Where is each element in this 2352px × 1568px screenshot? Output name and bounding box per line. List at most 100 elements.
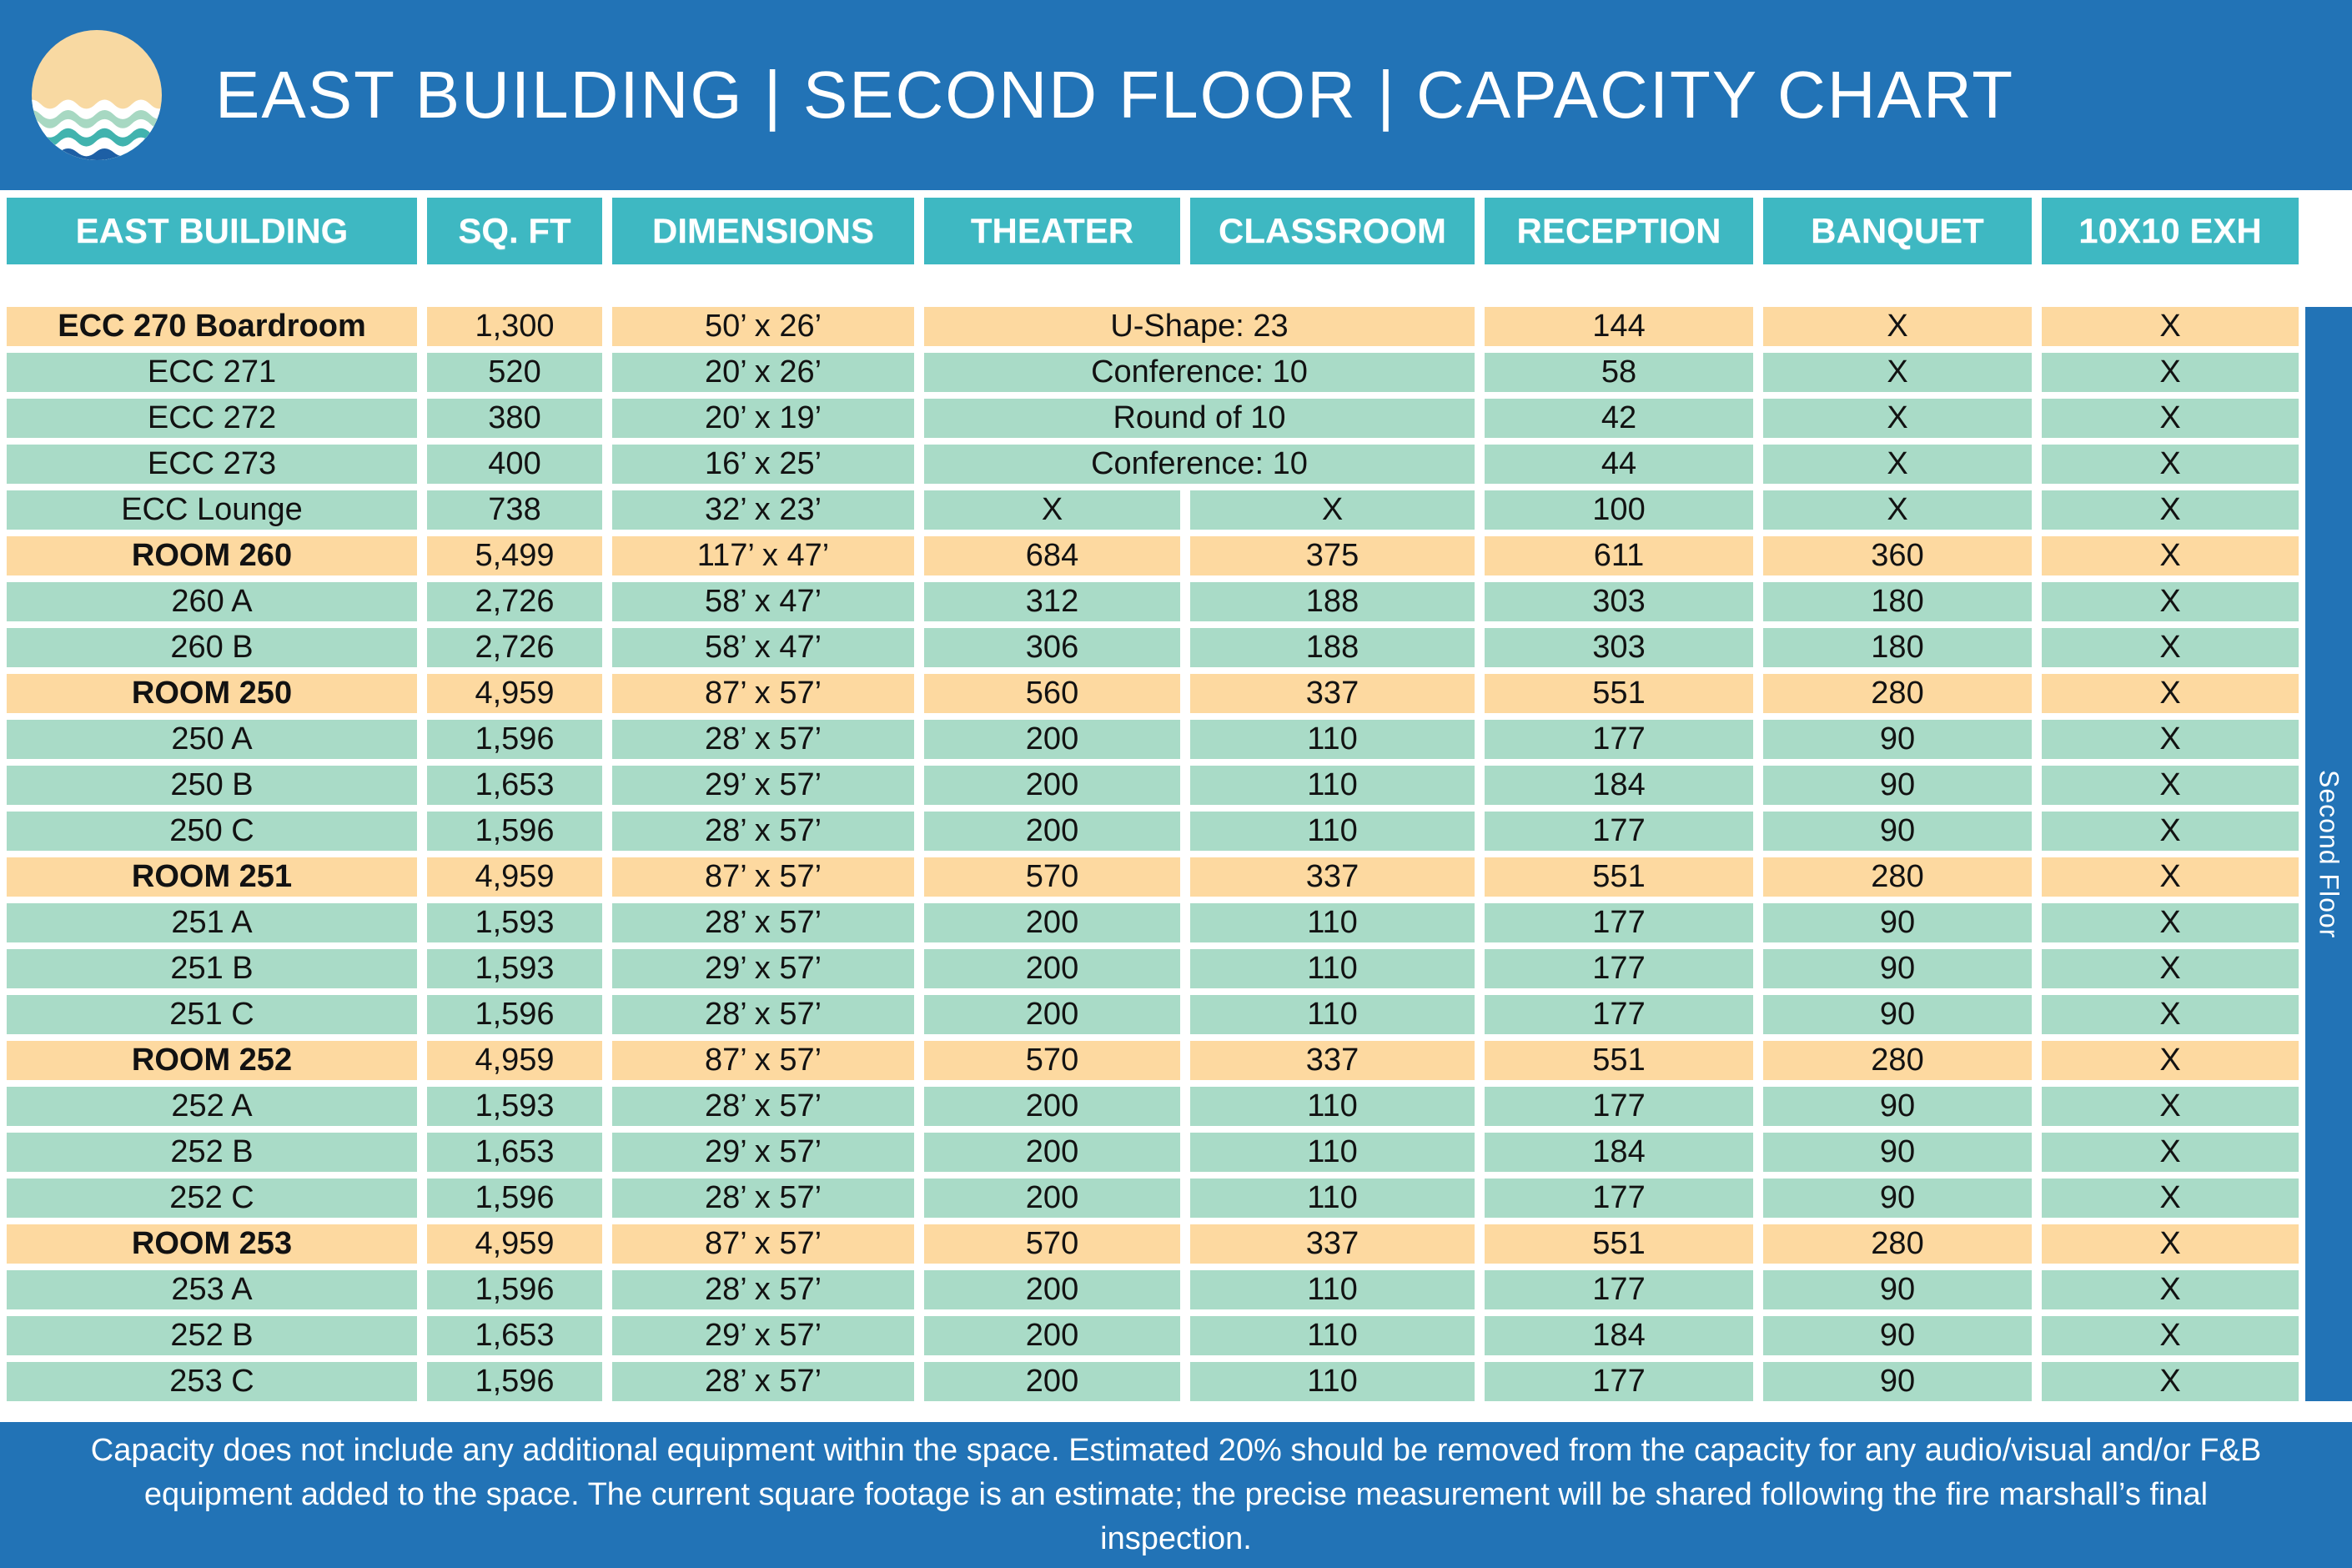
banquet-cell: X: [1763, 445, 2032, 484]
dimensions-cell: 117’ x 47’: [612, 536, 914, 575]
dimensions-cell: 87’ x 57’: [612, 857, 914, 897]
header-bar: EAST BUILDING | SECOND FLOOR | CAPACITY …: [0, 0, 2352, 190]
exhibit-cell: X: [2042, 995, 2299, 1034]
banquet-cell: X: [1763, 490, 2032, 530]
sqft-cell: 5,499: [427, 536, 602, 575]
exhibit-cell: X: [2042, 857, 2299, 897]
classroom-cell: 110: [1190, 949, 1475, 988]
exhibit-cell: X: [2042, 812, 2299, 851]
reception-cell: 303: [1485, 628, 1753, 667]
sqft-cell: 1,593: [427, 949, 602, 988]
exhibit-cell: X: [2042, 674, 2299, 713]
exhibit-cell: X: [2042, 307, 2299, 346]
classroom-cell: 337: [1190, 1224, 1475, 1264]
theater-cell: 570: [924, 1041, 1180, 1080]
exhibit-cell: X: [2042, 1316, 2299, 1355]
theater-cell: 200: [924, 1362, 1180, 1401]
classroom-cell: 110: [1190, 903, 1475, 942]
sqft-cell: 1,596: [427, 1179, 602, 1218]
sqft-cell: 400: [427, 445, 602, 484]
dimensions-cell: 58’ x 47’: [612, 628, 914, 667]
reception-cell: 100: [1485, 490, 1753, 530]
column-header: 10X10 EXH: [2042, 198, 2299, 264]
classroom-cell: X: [1190, 490, 1475, 530]
exhibit-cell: X: [2042, 445, 2299, 484]
reception-cell: 177: [1485, 903, 1753, 942]
banquet-cell: 90: [1763, 995, 2032, 1034]
banquet-cell: X: [1763, 353, 2032, 392]
reception-cell: 177: [1485, 949, 1753, 988]
classroom-cell: 375: [1190, 536, 1475, 575]
theater-cell: 570: [924, 1224, 1180, 1264]
exhibit-cell: X: [2042, 903, 2299, 942]
banquet-cell: 280: [1763, 1224, 2032, 1264]
reception-cell: 177: [1485, 720, 1753, 759]
exhibit-cell: X: [2042, 1041, 2299, 1080]
banquet-cell: 90: [1763, 1179, 2032, 1218]
classroom-cell: 110: [1190, 995, 1475, 1034]
banquet-cell: X: [1763, 399, 2032, 438]
sqft-cell: 738: [427, 490, 602, 530]
banquet-cell: 180: [1763, 582, 2032, 621]
classroom-cell: 188: [1190, 582, 1475, 621]
banquet-cell: 90: [1763, 1270, 2032, 1309]
theater-cell: 200: [924, 1179, 1180, 1218]
banquet-cell: 90: [1763, 812, 2032, 851]
theater-cell: 200: [924, 766, 1180, 805]
column-header: BANQUET: [1763, 198, 2032, 264]
sqft-cell: 1,596: [427, 720, 602, 759]
column-header: CLASSROOM: [1190, 198, 1475, 264]
banquet-cell: 90: [1763, 766, 2032, 805]
banquet-cell: 90: [1763, 1362, 2032, 1401]
classroom-cell: 110: [1190, 812, 1475, 851]
column-header: SQ. FT: [427, 198, 602, 264]
classroom-cell: 337: [1190, 674, 1475, 713]
room-name-cell: 252 B: [7, 1316, 417, 1355]
banquet-cell: 180: [1763, 628, 2032, 667]
room-name-cell: ECC 272: [7, 399, 417, 438]
sqft-cell: 1,653: [427, 766, 602, 805]
reception-cell: 58: [1485, 353, 1753, 392]
exhibit-cell: X: [2042, 1133, 2299, 1172]
dimensions-cell: 29’ x 57’: [612, 1316, 914, 1355]
banquet-cell: 90: [1763, 1087, 2032, 1126]
page-title: EAST BUILDING | SECOND FLOOR | CAPACITY …: [215, 58, 2015, 132]
setup-capacity-cell: Conference: 10: [924, 353, 1475, 392]
theater-cell: 200: [924, 1087, 1180, 1126]
second-floor-side-tab: Second Floor: [2305, 307, 2352, 1401]
exhibit-cell: X: [2042, 1179, 2299, 1218]
exhibit-cell: X: [2042, 720, 2299, 759]
sqft-cell: 1,596: [427, 1362, 602, 1401]
exhibit-cell: X: [2042, 490, 2299, 530]
exhibit-cell: X: [2042, 399, 2299, 438]
theater-cell: 200: [924, 1270, 1180, 1309]
banquet-cell: 360: [1763, 536, 2032, 575]
classroom-cell: 110: [1190, 1133, 1475, 1172]
room-name-cell: ROOM 250: [7, 674, 417, 713]
capacity-table: ECC 270 Boardroom 1,300 50’ x 26’ U-Shape: …: [7, 307, 2299, 1401]
exhibit-cell: X: [2042, 1270, 2299, 1309]
dimensions-cell: 20’ x 19’: [612, 399, 914, 438]
room-name-cell: 250 B: [7, 766, 417, 805]
sun-over-waves-icon: [32, 30, 162, 160]
theater-cell: 200: [924, 812, 1180, 851]
classroom-cell: 110: [1190, 720, 1475, 759]
sqft-cell: 1,596: [427, 812, 602, 851]
dimensions-cell: 87’ x 57’: [612, 1224, 914, 1264]
sqft-cell: 1,300: [427, 307, 602, 346]
dimensions-cell: 28’ x 57’: [612, 995, 914, 1034]
exhibit-cell: X: [2042, 536, 2299, 575]
room-name-cell: ROOM 260: [7, 536, 417, 575]
dimensions-cell: 50’ x 26’: [612, 307, 914, 346]
reception-cell: 177: [1485, 1362, 1753, 1401]
classroom-cell: 110: [1190, 1179, 1475, 1218]
footer-bar: Capacity does not include any additional…: [0, 1422, 2352, 1568]
side-tab-label: Second Floor: [2314, 769, 2344, 939]
theater-cell: 200: [924, 995, 1180, 1034]
classroom-cell: 110: [1190, 1087, 1475, 1126]
theater-cell: 200: [924, 903, 1180, 942]
dimensions-cell: 28’ x 57’: [612, 1270, 914, 1309]
theater-cell: 560: [924, 674, 1180, 713]
room-name-cell: 252 C: [7, 1179, 417, 1218]
banquet-cell: X: [1763, 307, 2032, 346]
